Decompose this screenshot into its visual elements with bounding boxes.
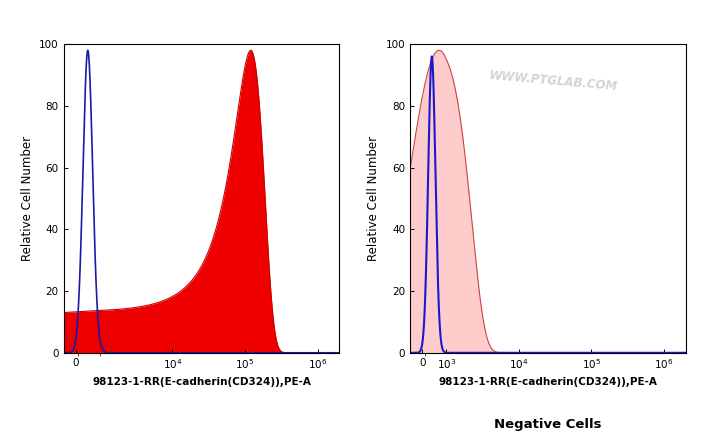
X-axis label: 98123-1-RR(E-cadherin(CD324)),PE-A: 98123-1-RR(E-cadherin(CD324)),PE-A bbox=[92, 377, 311, 387]
X-axis label: 98123-1-RR(E-cadherin(CD324)),PE-A: 98123-1-RR(E-cadherin(CD324)),PE-A bbox=[438, 377, 658, 387]
Y-axis label: Relative Cell Number: Relative Cell Number bbox=[21, 136, 34, 261]
Text: Negative Cells: Negative Cells bbox=[494, 418, 602, 431]
Text: WWW.PTGLAB.COM: WWW.PTGLAB.COM bbox=[489, 69, 619, 93]
Y-axis label: Relative Cell Number: Relative Cell Number bbox=[367, 136, 380, 261]
